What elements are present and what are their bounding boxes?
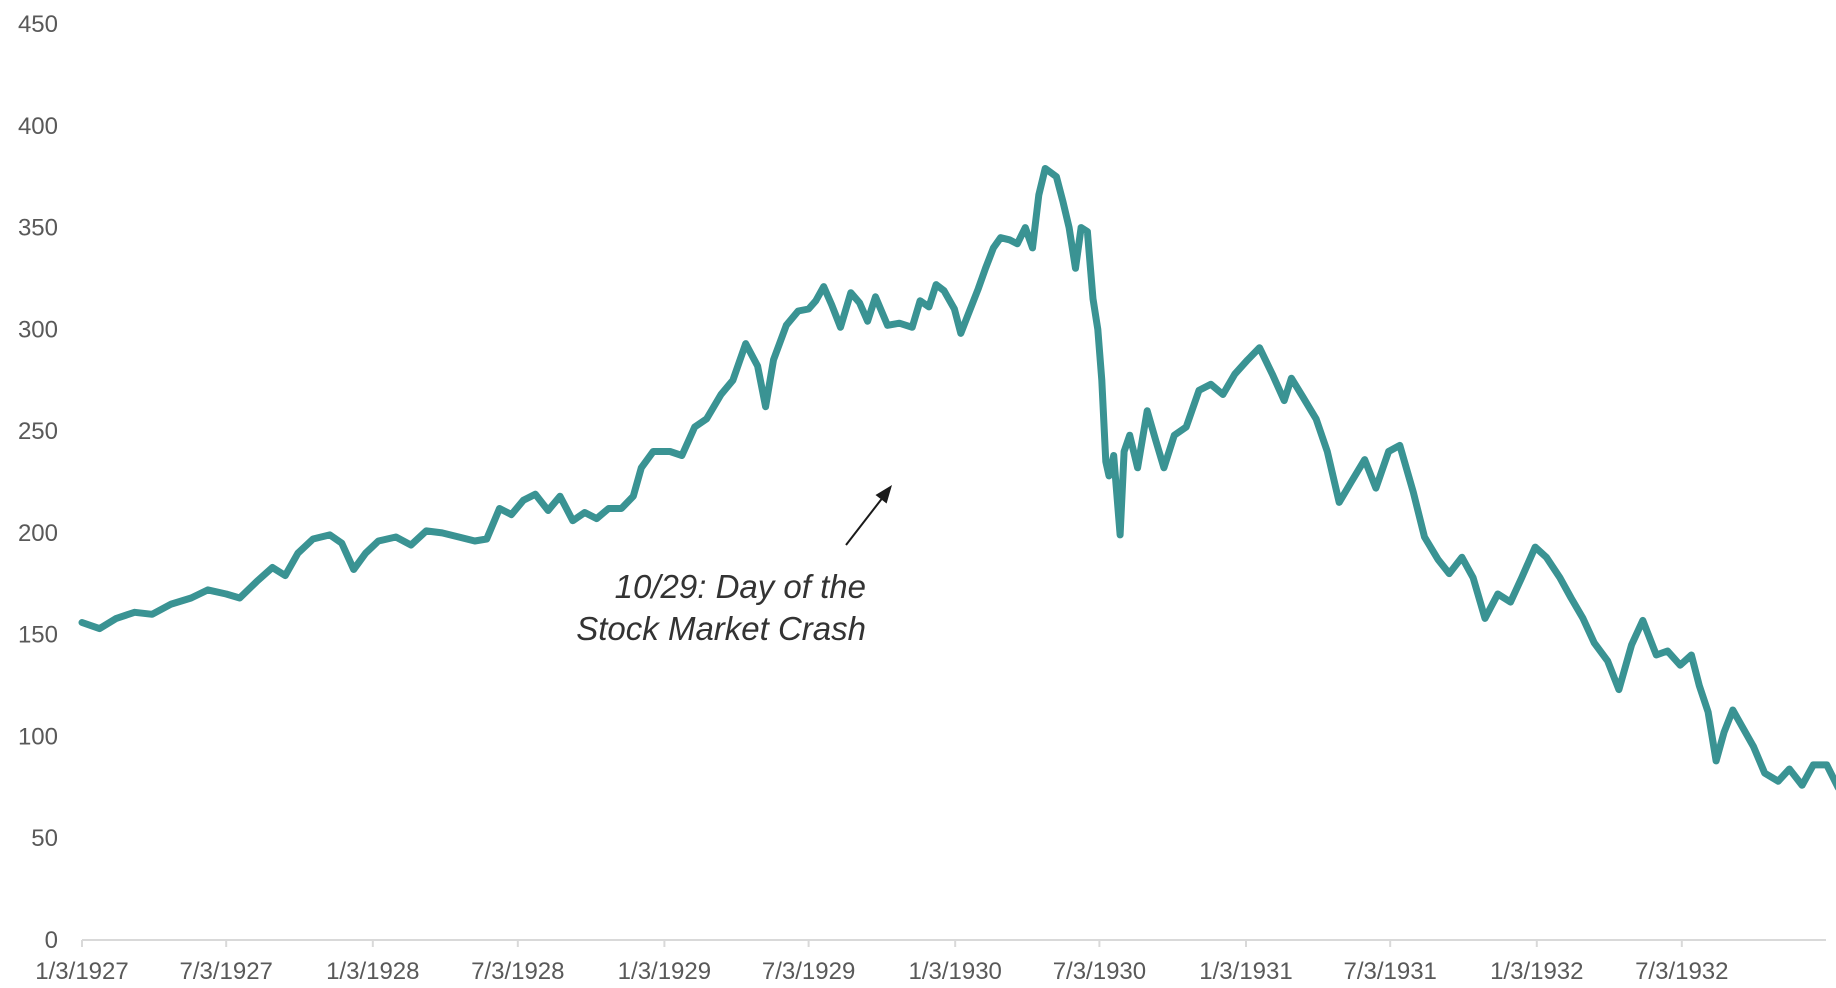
annotation-line: Stock Market Crash [576,610,866,647]
x-tick-label: 7/3/1929 [762,958,855,985]
y-tick-label: 350 [18,215,58,242]
crash-annotation: 10/29: Day of the Stock Market Crash [576,485,892,647]
y-tick-label: 100 [18,723,58,750]
series-line [78,165,1836,791]
x-tick-label: 7/3/1928 [471,958,564,985]
x-tick-label: 7/3/1930 [1053,958,1146,985]
x-tick-label: 1/3/1929 [618,958,711,985]
y-tick-label: 300 [18,316,58,343]
y-tick-label: 450 [18,11,58,38]
x-tick-label: 1/3/1931 [1199,958,1292,985]
y-tick-label: 200 [18,520,58,547]
y-tick-label: 50 [31,825,58,852]
annotation-arrow [845,491,888,546]
y-tick-label: 150 [18,622,58,649]
annotation-line: 10/29: Day of the [615,568,866,605]
y-tick-label: 250 [18,418,58,445]
y-tick-label: 0 [45,927,58,954]
x-tick-label: 7/3/1932 [1635,958,1728,985]
y-axis-ticks: 0 50 100 150 200 250 300 350 400 450 [18,11,58,954]
x-tick-label: 7/3/1931 [1343,958,1436,985]
x-tick-label: 7/3/1927 [179,958,272,985]
x-axis-ticks: 1/3/1927 7/3/1927 1/3/1928 7/3/1928 1/3/1929… [35,940,1729,985]
y-tick-label: 400 [18,113,58,140]
x-tick-label: 1/3/1930 [908,958,1001,985]
x-tick-label: 1/3/1928 [326,958,419,985]
x-tick-label: 1/3/1927 [35,958,128,985]
annotation-arrowhead [875,485,892,504]
annotation-text: 10/29: Day of the Stock Market Crash [576,568,866,647]
x-tick-label: 1/3/1932 [1490,958,1583,985]
